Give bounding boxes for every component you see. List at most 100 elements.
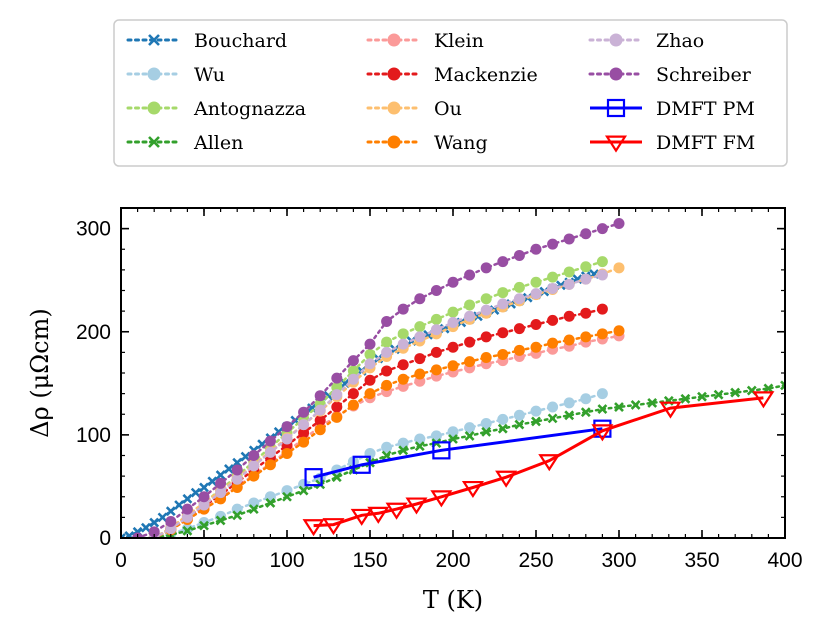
series-line-zhao bbox=[152, 273, 604, 538]
data-point-bouchard bbox=[149, 517, 160, 528]
data-point-antognazza bbox=[530, 276, 542, 288]
legend-marker bbox=[147, 67, 161, 81]
data-point-bouchard bbox=[215, 470, 226, 481]
data-point-schreiber bbox=[596, 223, 608, 235]
data-point-allen bbox=[780, 380, 785, 391]
data-point-wang bbox=[347, 399, 359, 411]
legend-label: Schreiber bbox=[656, 64, 752, 86]
data-point-zhao bbox=[198, 499, 210, 511]
axes: 0 50 100 150 200 250 300 350 400 0 100 200 300 T (K) Δ… bbox=[26, 207, 803, 614]
data-point-allen bbox=[248, 504, 259, 515]
data-point-mackenzie bbox=[530, 319, 542, 331]
data-point-allen bbox=[763, 383, 774, 394]
legend-marker bbox=[387, 135, 401, 149]
x-axis-title: T (K) bbox=[423, 586, 483, 614]
data-point-ou bbox=[613, 262, 625, 274]
data-point-dmft-pm bbox=[432, 441, 451, 460]
data-point-antognazza bbox=[430, 313, 442, 325]
legend-entry-klein: Klein bbox=[366, 30, 484, 52]
legend-label: Ou bbox=[434, 98, 462, 120]
data-point-wang bbox=[596, 328, 608, 340]
data-point-antognazza bbox=[513, 281, 525, 293]
data-point-schreiber bbox=[314, 390, 326, 402]
legend-marker bbox=[609, 67, 623, 81]
data-point-schreiber bbox=[447, 276, 459, 288]
data-point-bouchard bbox=[472, 311, 483, 322]
data-point-dmft-fm bbox=[405, 497, 428, 515]
data-point-antognazza bbox=[563, 266, 575, 278]
legend-entry-schreiber: Schreiber bbox=[588, 64, 752, 86]
data-point-dmft-fm bbox=[538, 454, 561, 472]
data-point-bouchard bbox=[207, 476, 218, 487]
data-point-schreiber bbox=[231, 464, 243, 476]
data-point-schreiber bbox=[181, 503, 193, 515]
data-point-wang bbox=[497, 348, 509, 360]
data-point-wu bbox=[513, 409, 525, 421]
data-point-wang bbox=[281, 447, 293, 459]
data-point-bouchard bbox=[174, 500, 185, 510]
data-point-mackenzie bbox=[347, 388, 359, 400]
data-point-bouchard bbox=[124, 531, 135, 538]
data-point-wu bbox=[596, 388, 608, 400]
x-tick-label: 400 bbox=[767, 549, 802, 572]
legend-marker bbox=[387, 33, 401, 47]
data-point-schreiber bbox=[397, 303, 409, 315]
data-point-allen bbox=[730, 387, 741, 398]
data-point-mackenzie bbox=[580, 307, 592, 319]
x-tick-label: 150 bbox=[352, 549, 387, 572]
data-point-wang bbox=[381, 379, 393, 391]
series-line-schreiber bbox=[136, 222, 621, 538]
data-point-allen bbox=[597, 404, 608, 415]
legend-label: DMFT FM bbox=[656, 132, 755, 154]
data-point-wu bbox=[497, 413, 509, 425]
legend-entry-wu: Wu bbox=[126, 64, 225, 86]
x-tick-label: 0 bbox=[115, 549, 127, 572]
data-point-wang bbox=[464, 356, 476, 368]
data-point-antognazza bbox=[480, 293, 492, 305]
data-point-dmft-fm bbox=[322, 518, 345, 536]
legend: Bouchard Wu Antognazza Allen Klein Mackenzie O… bbox=[113, 19, 788, 167]
data-point-allen bbox=[514, 419, 525, 430]
data-point-mackenzie bbox=[497, 327, 509, 339]
data-point-allen bbox=[215, 515, 226, 526]
data-point-zhao bbox=[430, 324, 442, 336]
legend-marker bbox=[148, 34, 160, 46]
data-point-zhao bbox=[414, 331, 426, 343]
data-point-zhao bbox=[364, 358, 376, 370]
data-point-zhao bbox=[563, 278, 575, 290]
data-point-allen bbox=[232, 510, 243, 521]
legend-marker bbox=[609, 33, 623, 47]
data-point-zhao bbox=[547, 282, 559, 294]
data-point-zhao bbox=[215, 487, 227, 499]
data-point-wang bbox=[563, 334, 575, 346]
data-point-zhao bbox=[347, 373, 359, 385]
data-point-schreiber bbox=[281, 421, 293, 433]
data-point-wang bbox=[513, 344, 525, 356]
data-point-schreiber bbox=[547, 238, 559, 250]
data-point-schreiber bbox=[198, 491, 210, 503]
legend-marker bbox=[148, 136, 160, 148]
data-point-zhao bbox=[381, 346, 393, 358]
data-point-wu bbox=[381, 441, 393, 453]
legend-entry-wang: Wang bbox=[366, 132, 488, 154]
data-point-schreiber bbox=[215, 477, 227, 489]
x-tick-label: 250 bbox=[518, 549, 553, 572]
data-point-bouchard bbox=[182, 493, 193, 504]
data-point-bouchard bbox=[121, 533, 126, 538]
data-point-dmft-pm bbox=[304, 468, 323, 487]
data-point-wang bbox=[414, 368, 426, 380]
data-point-antognazza bbox=[381, 336, 393, 348]
data-point-antognazza bbox=[547, 271, 559, 283]
data-point-wang bbox=[331, 411, 343, 423]
data-point-wu bbox=[547, 401, 559, 413]
data-point-zhao bbox=[513, 293, 525, 305]
data-point-bouchard bbox=[165, 506, 176, 517]
data-point-wang bbox=[547, 337, 559, 349]
data-point-wang bbox=[613, 325, 625, 337]
data-point-schreiber bbox=[148, 526, 160, 538]
y-tick-label: 0 bbox=[99, 527, 111, 550]
data-point-wu bbox=[530, 405, 542, 417]
x-tick-label: 350 bbox=[684, 549, 719, 572]
data-point-wu bbox=[563, 397, 575, 409]
